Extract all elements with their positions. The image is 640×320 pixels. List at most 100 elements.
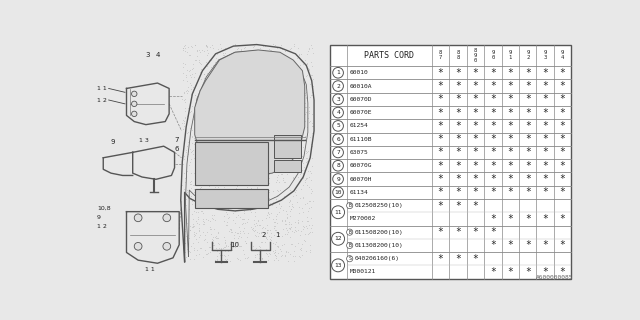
Text: *: * xyxy=(560,148,566,157)
Text: *: * xyxy=(508,134,513,144)
Text: *: * xyxy=(525,148,531,157)
Text: *: * xyxy=(490,134,496,144)
Text: *: * xyxy=(472,174,478,184)
Text: *: * xyxy=(455,68,461,78)
Text: 1 3: 1 3 xyxy=(139,138,148,143)
Text: *: * xyxy=(472,81,478,91)
Circle shape xyxy=(333,160,344,171)
Text: *: * xyxy=(438,108,444,118)
Text: *: * xyxy=(490,214,496,224)
Text: 9
2: 9 2 xyxy=(526,50,529,60)
Circle shape xyxy=(333,134,344,145)
Text: *: * xyxy=(472,187,478,197)
Text: 60010A: 60010A xyxy=(349,84,372,89)
Text: 9: 9 xyxy=(336,177,340,181)
Text: *: * xyxy=(542,121,548,131)
Text: *: * xyxy=(438,81,444,91)
Text: 63075: 63075 xyxy=(349,150,369,155)
Text: *: * xyxy=(490,121,496,131)
Text: *: * xyxy=(542,108,548,118)
Text: 60070H: 60070H xyxy=(349,177,372,181)
Text: *: * xyxy=(525,134,531,144)
Text: 012508250(10): 012508250(10) xyxy=(355,203,403,208)
Text: *: * xyxy=(508,81,513,91)
Text: *: * xyxy=(472,201,478,211)
Text: 1: 1 xyxy=(275,232,280,238)
Text: 011308200(10): 011308200(10) xyxy=(355,243,403,248)
Text: *: * xyxy=(490,174,496,184)
Text: *: * xyxy=(560,161,566,171)
Text: *: * xyxy=(508,121,513,131)
Text: *: * xyxy=(472,227,478,237)
Text: *: * xyxy=(438,174,444,184)
Text: *: * xyxy=(525,121,531,131)
Circle shape xyxy=(347,242,353,249)
Text: 9
0: 9 0 xyxy=(492,50,495,60)
Circle shape xyxy=(134,214,142,222)
Text: *: * xyxy=(472,94,478,104)
Text: *: * xyxy=(508,148,513,157)
Text: B: B xyxy=(348,230,351,235)
Text: 7: 7 xyxy=(336,150,340,155)
Text: *: * xyxy=(490,81,496,91)
Text: *: * xyxy=(525,240,531,251)
Text: *: * xyxy=(525,94,531,104)
Text: *: * xyxy=(490,187,496,197)
Text: 61254: 61254 xyxy=(349,124,369,128)
Text: 60070E: 60070E xyxy=(349,110,372,115)
Text: *: * xyxy=(560,81,566,91)
Circle shape xyxy=(347,256,353,262)
Text: 12: 12 xyxy=(334,236,342,241)
Text: *: * xyxy=(490,161,496,171)
Text: *: * xyxy=(560,267,566,277)
Text: 1 1: 1 1 xyxy=(97,86,107,91)
Text: *: * xyxy=(542,81,548,91)
Text: *: * xyxy=(508,94,513,104)
Text: 13: 13 xyxy=(334,263,342,268)
Text: 8
8: 8 8 xyxy=(456,50,460,60)
Text: *: * xyxy=(472,108,478,118)
Text: 60070G: 60070G xyxy=(349,163,372,168)
Text: *: * xyxy=(472,148,478,157)
Text: 2: 2 xyxy=(336,84,340,89)
Text: *: * xyxy=(455,121,461,131)
Text: 9: 9 xyxy=(110,139,115,145)
Circle shape xyxy=(347,229,353,235)
Text: *: * xyxy=(455,108,461,118)
Text: *: * xyxy=(438,161,444,171)
Text: *: * xyxy=(560,68,566,78)
Text: *: * xyxy=(542,161,548,171)
Text: *: * xyxy=(472,121,478,131)
Text: 10,8: 10,8 xyxy=(97,205,111,210)
Bar xyxy=(195,142,268,185)
Text: *: * xyxy=(508,108,513,118)
Text: 1 2: 1 2 xyxy=(97,98,107,102)
Circle shape xyxy=(333,81,344,91)
Text: *: * xyxy=(525,68,531,78)
Circle shape xyxy=(333,121,344,131)
Text: 4: 4 xyxy=(336,110,340,115)
Text: S: S xyxy=(348,256,351,261)
Text: PARTS CORD: PARTS CORD xyxy=(364,51,414,60)
Bar xyxy=(274,160,301,172)
Text: *: * xyxy=(560,214,566,224)
Circle shape xyxy=(163,214,171,222)
Text: *: * xyxy=(542,94,548,104)
Text: 3: 3 xyxy=(336,97,340,102)
Text: 8: 8 xyxy=(336,163,340,168)
Text: 1: 1 xyxy=(336,70,340,75)
Circle shape xyxy=(332,259,344,272)
Text: *: * xyxy=(542,214,548,224)
Text: *: * xyxy=(560,174,566,184)
Text: *: * xyxy=(525,174,531,184)
Text: *: * xyxy=(438,121,444,131)
Text: 10: 10 xyxy=(334,190,342,195)
Text: *: * xyxy=(455,254,461,264)
Text: 61134: 61134 xyxy=(349,190,369,195)
Text: *: * xyxy=(525,267,531,277)
Circle shape xyxy=(333,174,344,184)
Text: 10: 10 xyxy=(230,242,239,248)
Text: 6: 6 xyxy=(336,137,340,142)
Text: 11: 11 xyxy=(334,210,342,215)
Text: *: * xyxy=(542,134,548,144)
